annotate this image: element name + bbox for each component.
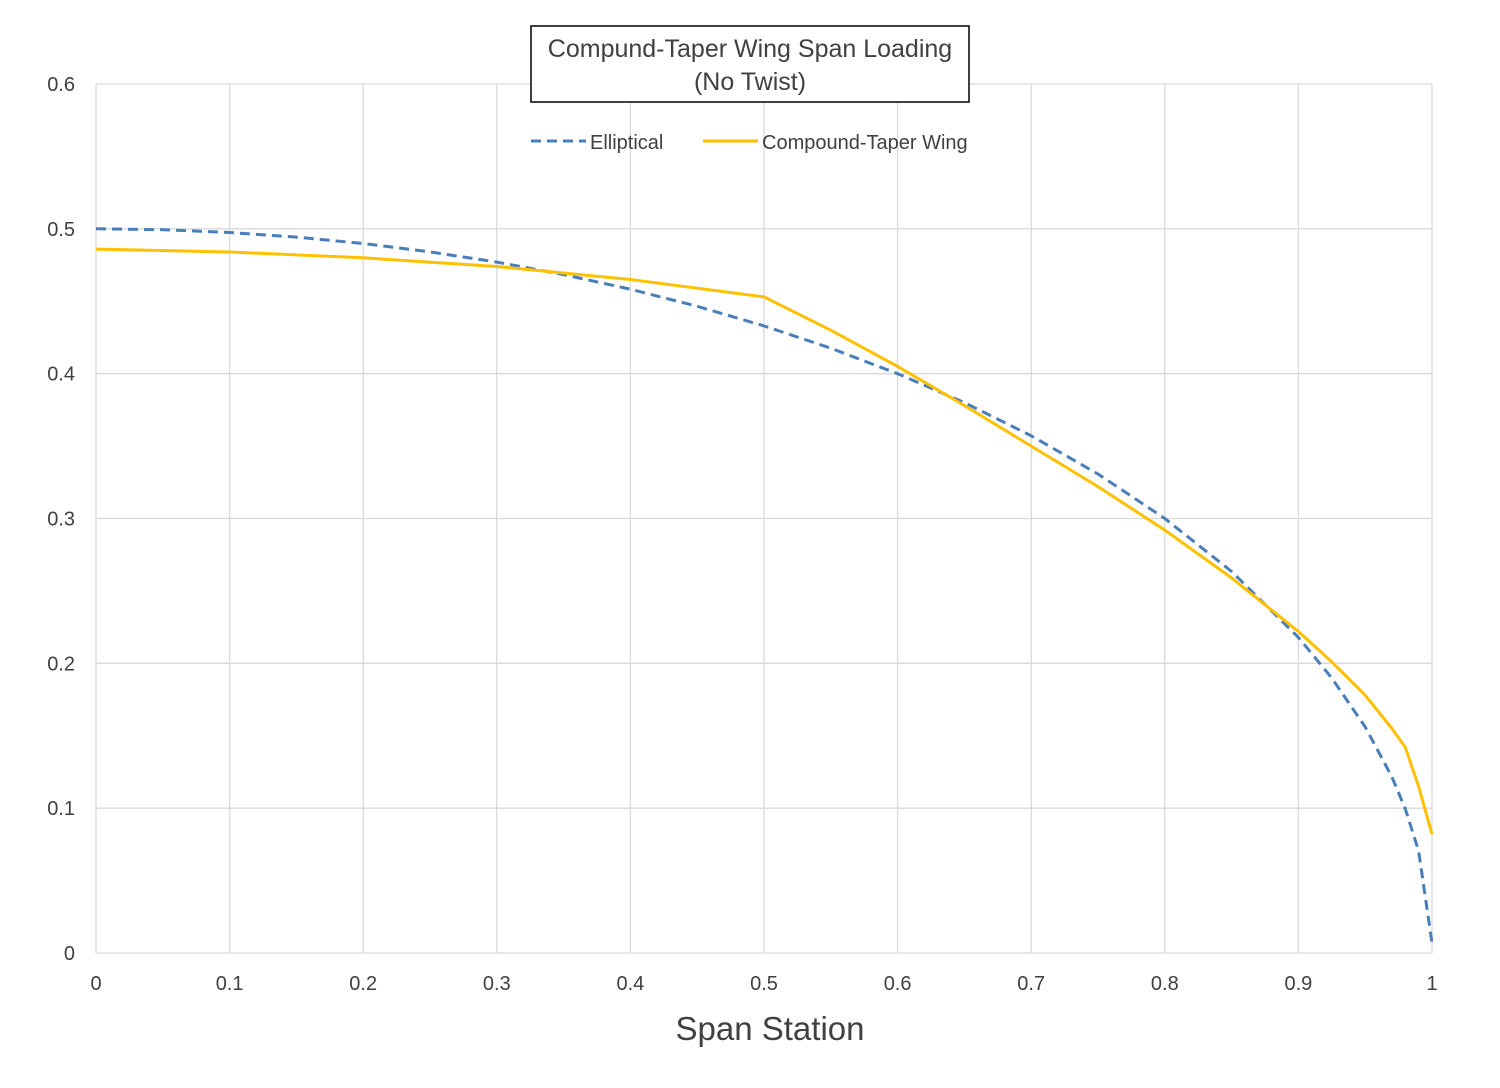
series-line-elliptical <box>95 227 1434 944</box>
y-tick-label: 0.4 <box>47 364 75 386</box>
x-tick-label: 0.5 <box>750 973 778 995</box>
x-tick-label: 0.7 <box>1017 973 1045 995</box>
x-tick-label: 0.2 <box>349 973 377 995</box>
legend-label-compound-taper: Compound-Taper Wing <box>762 132 968 154</box>
chart-title: Compund-Taper Wing Span Loading <box>548 35 952 63</box>
series-line-compound-taper-wing <box>95 247 1434 835</box>
legend: Elliptical Compound-Taper Wing <box>531 132 968 154</box>
x-tick-label: 0.3 <box>483 973 511 995</box>
x-tick-label: 0.1 <box>216 973 244 995</box>
gridlines <box>95 83 1433 954</box>
legend-label-elliptical: Elliptical <box>590 132 663 154</box>
y-tick-label: 0.3 <box>47 509 75 531</box>
y-tick-label: 0.6 <box>47 74 75 96</box>
x-axis-title: Span Station <box>676 1010 865 1047</box>
y-tick-label: 0.2 <box>47 653 75 675</box>
chart-subtitle: (No Twist) <box>694 68 806 96</box>
y-tick-label: 0 <box>64 943 75 965</box>
x-tick-label: 0.4 <box>616 973 644 995</box>
chart-title-box: Compund-Taper Wing Span Loading (No Twis… <box>530 25 970 103</box>
y-tick-label: 0.5 <box>47 219 75 241</box>
title-border <box>530 25 970 103</box>
axes: 0 0.1 0.2 0.3 0.4 0.5 0.6 0 0.1 0.2 0.3 0.4 0.5 0.6 0.… <box>47 74 1437 995</box>
x-tick-label: 1 <box>1426 973 1437 995</box>
series-lines <box>95 227 1434 944</box>
y-tick-label: 0.1 <box>47 798 75 820</box>
x-tick-label: 0.8 <box>1151 973 1179 995</box>
x-tick-label: 0.6 <box>884 973 912 995</box>
x-tick-label: 0 <box>90 973 101 995</box>
x-tick-label: 0.9 <box>1284 973 1312 995</box>
